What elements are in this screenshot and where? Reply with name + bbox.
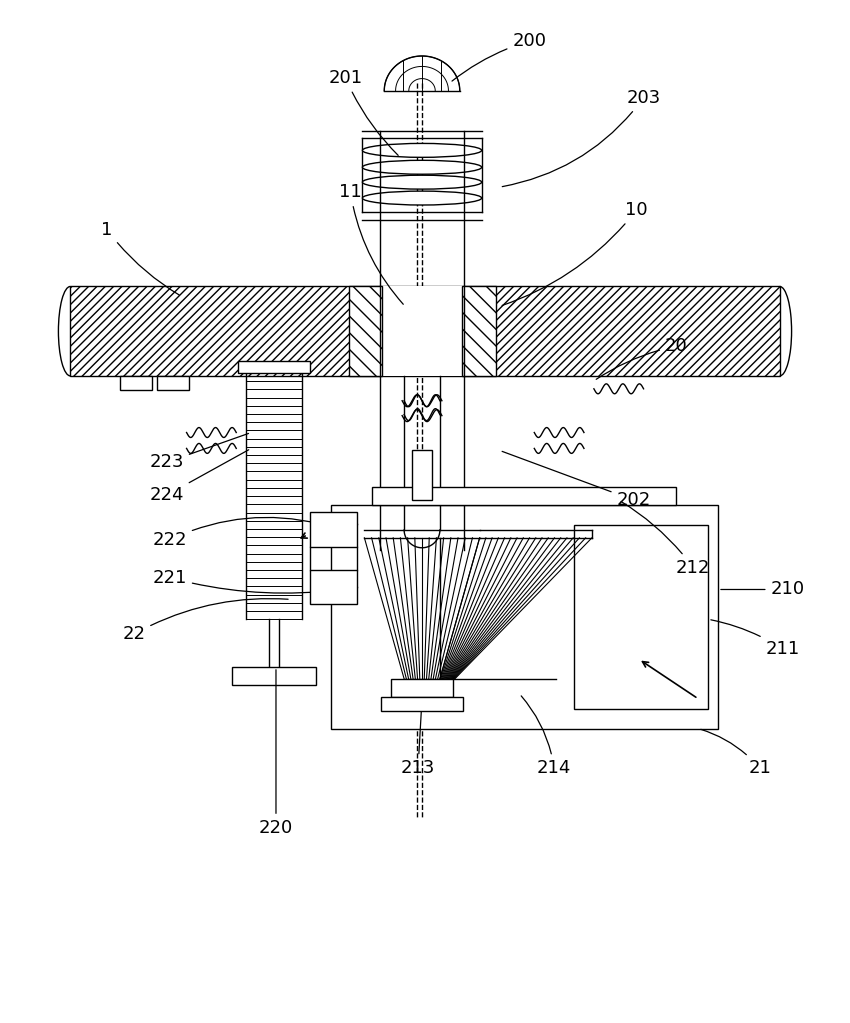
Text: 222: 222 bbox=[152, 518, 338, 548]
Text: 200: 200 bbox=[452, 32, 547, 81]
Text: 20: 20 bbox=[596, 338, 688, 380]
Bar bbox=[391, 679, 453, 697]
Text: 213: 213 bbox=[401, 702, 435, 777]
Text: 211: 211 bbox=[711, 620, 800, 658]
Text: 11: 11 bbox=[339, 183, 403, 304]
Bar bbox=[309, 570, 358, 605]
Bar bbox=[348, 286, 382, 375]
Bar bbox=[380, 286, 464, 375]
Bar bbox=[156, 375, 189, 390]
Text: 223: 223 bbox=[150, 434, 248, 472]
Ellipse shape bbox=[362, 143, 482, 158]
Text: 203: 203 bbox=[502, 89, 660, 186]
Bar bbox=[232, 667, 315, 684]
Ellipse shape bbox=[362, 161, 482, 174]
Bar bbox=[331, 505, 718, 728]
Bar bbox=[120, 375, 152, 390]
Bar bbox=[412, 450, 432, 500]
Ellipse shape bbox=[362, 191, 482, 205]
Text: 201: 201 bbox=[328, 69, 398, 155]
Text: 224: 224 bbox=[150, 450, 249, 504]
Text: 10: 10 bbox=[502, 201, 648, 306]
Text: 214: 214 bbox=[521, 696, 571, 777]
Bar bbox=[574, 525, 708, 709]
Bar bbox=[372, 487, 677, 505]
Text: 21: 21 bbox=[701, 729, 771, 777]
Text: 210: 210 bbox=[721, 580, 805, 598]
Bar bbox=[71, 286, 779, 375]
Ellipse shape bbox=[362, 175, 482, 189]
Bar bbox=[309, 512, 358, 546]
Text: 221: 221 bbox=[152, 569, 337, 593]
Text: 202: 202 bbox=[502, 451, 651, 509]
Text: 1: 1 bbox=[101, 221, 179, 295]
Text: 22: 22 bbox=[122, 598, 288, 643]
Bar bbox=[382, 697, 462, 711]
Text: 220: 220 bbox=[259, 670, 293, 837]
Bar bbox=[238, 361, 309, 373]
Bar bbox=[462, 286, 496, 375]
Text: 212: 212 bbox=[621, 501, 711, 577]
